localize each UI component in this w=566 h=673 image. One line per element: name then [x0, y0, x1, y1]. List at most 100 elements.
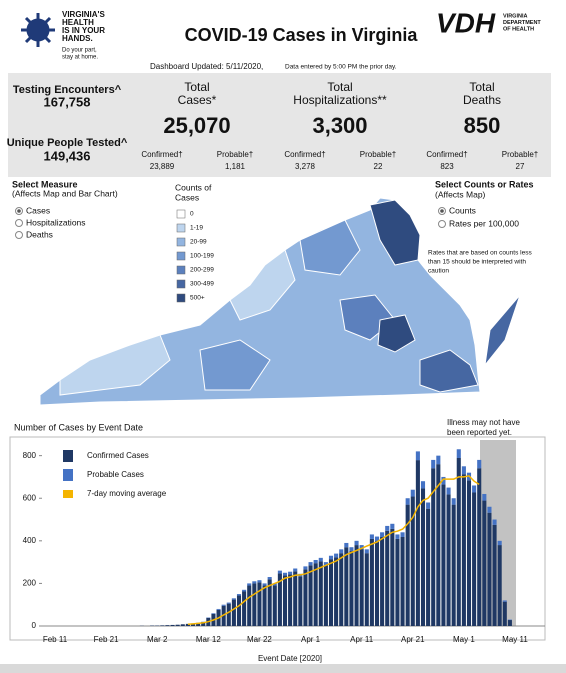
bar-segment — [303, 566, 308, 570]
bar-segment — [380, 536, 385, 626]
bar-segment — [334, 557, 339, 626]
bar-segment — [272, 583, 277, 586]
bar-segment — [328, 559, 334, 626]
y-tick-label: 0 — [32, 621, 37, 630]
stat-sub-label: Probable† — [360, 150, 396, 159]
legend-label: Confirmed Cases — [87, 451, 149, 460]
chart-title: Number of Cases by Event Date — [14, 422, 143, 432]
bar-segment — [369, 534, 374, 539]
stat-label: Testing Encounters^ — [13, 84, 122, 96]
y-tick-label: 400 — [23, 536, 37, 545]
legend-label: 20-99 — [190, 239, 207, 246]
bar-segment — [385, 530, 390, 626]
x-tick-label: Mar 22 — [247, 635, 272, 644]
bar-segment — [441, 476, 446, 485]
bar-segment — [426, 508, 431, 626]
vdh-text: VIRGINIA — [503, 13, 527, 19]
bar-segment — [323, 565, 328, 626]
stat-sub-value: 3,278 — [295, 162, 316, 171]
bar-segment — [354, 540, 359, 546]
bar-segment — [359, 545, 364, 550]
bar-segment — [456, 449, 461, 458]
x-tick-label: Apr 11 — [350, 635, 374, 644]
bar-segment — [226, 603, 231, 626]
radio-button[interactable] — [15, 219, 23, 227]
bar-segment — [262, 585, 267, 626]
bar-segment — [410, 496, 415, 626]
radio-button[interactable] — [15, 231, 23, 239]
bar-segment — [216, 608, 221, 610]
bar-segment — [369, 538, 374, 626]
bar-segment — [405, 498, 410, 505]
bar-segment — [431, 459, 436, 469]
bar-segment — [487, 512, 492, 626]
legend-swatch — [176, 223, 186, 233]
bar-segment — [380, 532, 385, 537]
bar-segment — [344, 547, 349, 626]
moving-average-line — [187, 475, 480, 626]
bar-segment — [349, 551, 354, 626]
vdh-logo: VDH — [436, 7, 496, 38]
stat-title: Total — [184, 80, 209, 94]
bar-segment — [461, 466, 466, 475]
bar-segment — [267, 577, 272, 580]
bar-segment — [446, 487, 451, 495]
legend-swatch — [176, 251, 186, 261]
bar-segment — [502, 601, 507, 626]
bar-segment — [298, 576, 303, 626]
radio-label[interactable]: Hospitalizations — [26, 217, 86, 227]
page-title: COVID-19 Cases in Virginia — [185, 25, 419, 45]
legend-swatch — [63, 490, 73, 498]
stat-sub-value: 27 — [516, 162, 525, 171]
logo-text: VIRGINIA'S — [62, 10, 105, 19]
rates-note: caution — [428, 268, 449, 275]
bar-segment — [277, 573, 282, 626]
legend-swatch — [176, 293, 186, 303]
bar-segment — [344, 542, 349, 548]
bar-segment — [477, 468, 482, 626]
bar-segment — [451, 504, 456, 626]
annotation: Illness may not have — [447, 418, 520, 427]
radio-label[interactable]: Rates per 100,000 — [449, 218, 519, 228]
radio-label[interactable]: Counts — [449, 205, 476, 215]
radio-label[interactable]: Cases — [26, 205, 50, 215]
x-tick-label: Feb 21 — [94, 635, 119, 644]
legend-label: 500+ — [190, 295, 205, 302]
rates-note: Rates that are based on counts less — [428, 250, 532, 257]
bar-segment — [385, 525, 390, 531]
bar-segment — [405, 504, 410, 626]
bar-segment — [415, 451, 420, 461]
bar-segment — [339, 549, 344, 554]
radio-label[interactable]: Deaths — [26, 229, 53, 239]
bar-segment — [180, 624, 185, 626]
legend-swatch — [63, 450, 73, 462]
bar-segment — [349, 547, 354, 552]
bar-segment — [446, 494, 451, 626]
bar-segment — [374, 541, 380, 626]
bar-segment — [431, 468, 436, 626]
chart-frame — [9, 436, 546, 641]
stat-sub-label: Confirmed† — [141, 150, 182, 159]
bar-segment — [165, 625, 170, 626]
bar-segment — [502, 600, 507, 602]
stat-value: 850 — [464, 113, 501, 138]
bar-segment — [359, 549, 364, 626]
legend-title: Counts of — [175, 182, 212, 192]
stats-panel — [8, 73, 551, 177]
stat-title: Cases* — [178, 93, 217, 107]
logo-text: HANDS. — [62, 34, 93, 43]
bar-segment — [288, 574, 293, 626]
bar-segment — [390, 523, 395, 529]
stat-sub-value: 22 — [374, 162, 383, 171]
legend-label: 7-day moving average — [87, 489, 167, 498]
legend-swatch — [176, 279, 186, 289]
x-tick-label: May 11 — [502, 635, 528, 644]
vdh-text: DEPARTMENT — [503, 20, 541, 26]
legend-label: Probable Cases — [87, 470, 144, 479]
radio-button[interactable] — [438, 220, 446, 228]
logo-text: HEALTH — [62, 18, 94, 27]
bar-segment — [293, 568, 298, 572]
bar-segment — [339, 553, 344, 626]
bar-segment — [293, 571, 298, 626]
